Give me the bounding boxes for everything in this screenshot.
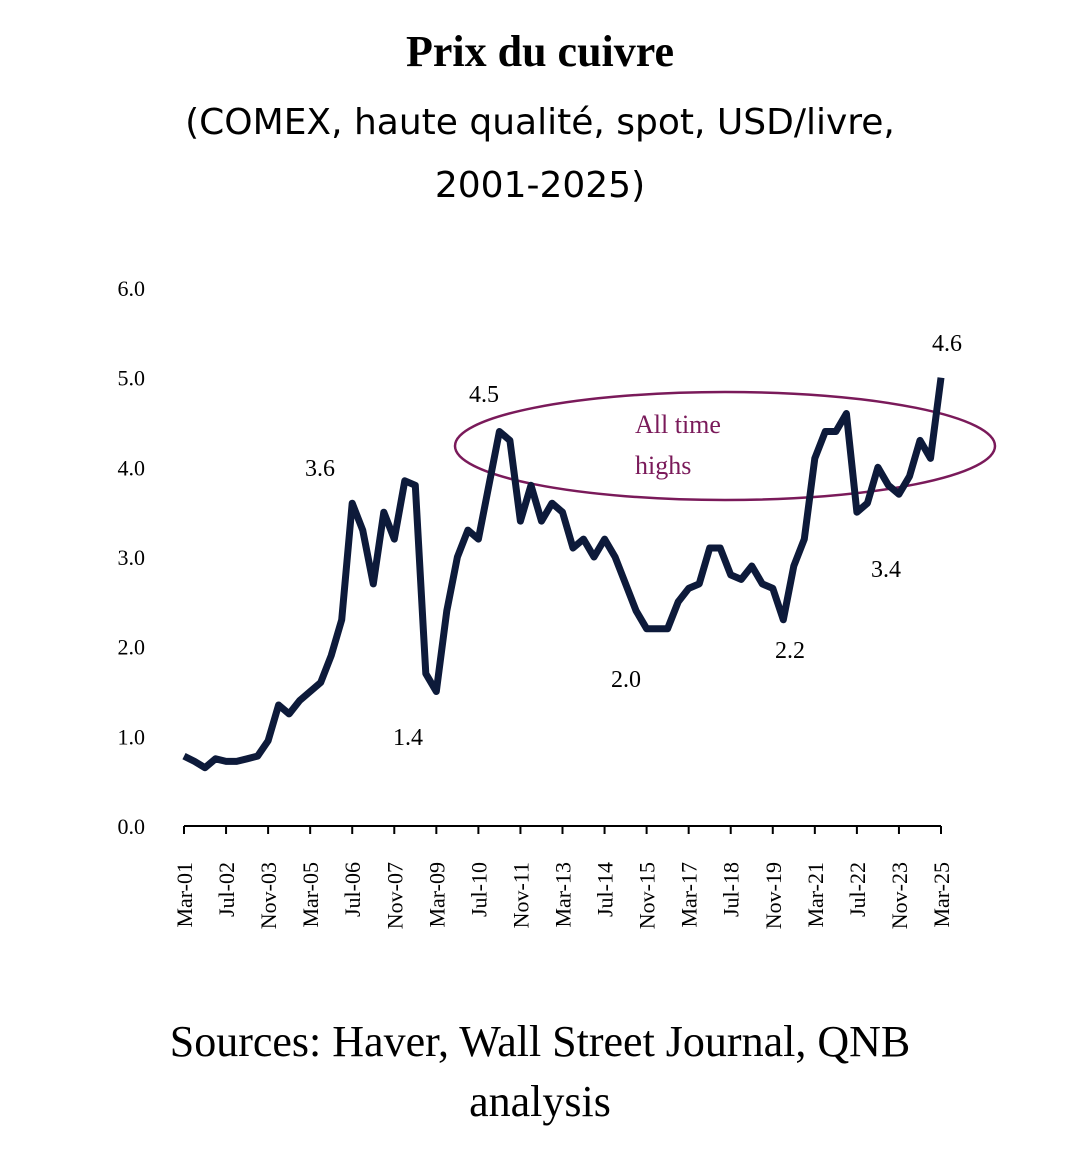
annotation: All time: [635, 410, 721, 439]
x-tick-label: Nov-07: [382, 862, 407, 929]
x-tick-label: Jul-18: [719, 862, 744, 917]
x-tick-label: Jul-14: [593, 862, 618, 917]
source: analysis: [469, 1077, 611, 1126]
annotation: 4.5: [469, 382, 499, 408]
x-tick-label: Mar-13: [551, 862, 576, 928]
x-tick-label: Mar-05: [298, 862, 323, 928]
x-tick-label: Mar-21: [803, 862, 828, 928]
x-tick-label: Nov-15: [635, 862, 660, 929]
annotation: 2.0: [611, 667, 641, 693]
y-tick-label: 0.0: [118, 814, 146, 839]
annotation: 2.2: [775, 638, 805, 664]
chart-title: Prix du cuivre: [406, 27, 674, 76]
x-tick-label: Nov-19: [761, 862, 786, 929]
x-tick-label: Jul-10: [466, 862, 491, 917]
annotation: 3.4: [871, 557, 901, 583]
annotation: 3.6: [305, 456, 335, 482]
x-tick-label: Jul-02: [214, 862, 239, 917]
y-tick-label: 2.0: [118, 635, 146, 660]
x-tick-label: Nov-11: [508, 862, 533, 928]
x-tick-label: Nov-23: [887, 862, 912, 929]
y-tick-label: 3.0: [118, 545, 146, 570]
highlight-ellipse: [453, 390, 997, 502]
x-tick-label: Jul-22: [845, 862, 870, 917]
y-tick-label: 6.0: [118, 276, 146, 301]
x-tick-label: Nov-03: [256, 862, 281, 929]
x-tick-label: Mar-17: [677, 862, 702, 928]
annotation: 4.6: [932, 331, 962, 357]
chart-subtitle: (COMEX, haute qualité, spot, USD/livre,: [185, 102, 895, 143]
source: Sources: Haver, Wall Street Journal, QNB: [170, 1017, 911, 1066]
x-tick-label: Mar-01: [172, 862, 197, 928]
annotation: 1.4: [393, 725, 423, 751]
chart-subtitle: 2001-2025): [435, 165, 645, 206]
y-tick-label: 4.0: [118, 455, 146, 480]
y-tick-label: 1.0: [118, 724, 146, 749]
annotation: highs: [635, 451, 691, 480]
x-tick-label: Jul-06: [340, 862, 365, 917]
line: [182, 377, 945, 772]
x-tick-label: Mar-09: [424, 862, 449, 928]
x-tick-label: Mar-25: [929, 862, 954, 928]
y-tick-label: 5.0: [118, 366, 146, 391]
